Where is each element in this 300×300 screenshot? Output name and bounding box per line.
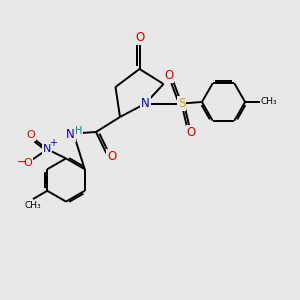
Text: N: N (66, 128, 75, 142)
Text: S: S (178, 97, 185, 110)
Text: O: O (24, 158, 33, 169)
Text: CH₃: CH₃ (261, 98, 278, 106)
Text: H: H (75, 125, 82, 136)
Text: N: N (43, 144, 52, 154)
Text: CH₃: CH₃ (25, 201, 41, 210)
Text: O: O (135, 31, 144, 44)
Text: O: O (187, 126, 196, 139)
Text: N: N (141, 97, 150, 110)
Text: +: + (49, 138, 57, 148)
Text: O: O (107, 149, 116, 163)
Text: −: − (17, 156, 28, 169)
Text: O: O (164, 69, 173, 82)
Text: O: O (26, 130, 35, 140)
